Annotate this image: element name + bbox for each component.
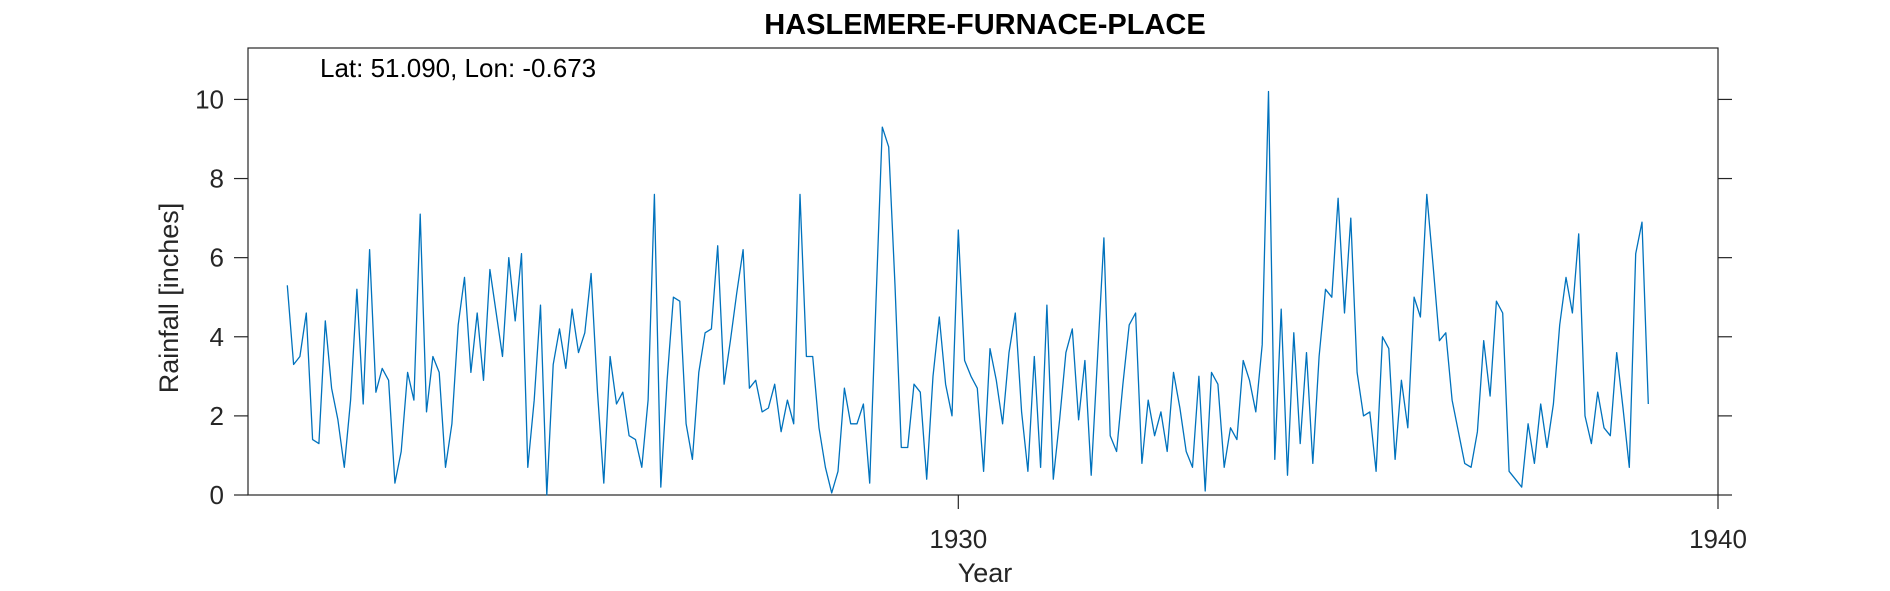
y-tick-label: 8 [210, 164, 224, 194]
y-tick-label: 0 [210, 480, 224, 510]
y-axis-label: Rainfall [inches] [154, 203, 184, 394]
location-annotation: Lat: 51.090, Lon: -0.673 [320, 53, 596, 83]
x-tick-label: 1930 [929, 524, 987, 554]
data-series [286, 90, 1649, 496]
y-tick-label: 4 [210, 322, 224, 352]
x-tick-label: 1940 [1689, 524, 1747, 554]
y-axis-ticks: 0 2 4 6 8 10 [195, 84, 1732, 510]
y-tick-label: 10 [195, 84, 224, 114]
y-tick-label: 6 [210, 243, 224, 273]
rainfall-series-line [286, 90, 1649, 496]
axes-box [247, 47, 1719, 496]
x-axis-ticks: 1930 1940 [929, 495, 1747, 554]
chart-title: HASLEMERE-FURNACE-PLACE [764, 9, 1205, 41]
plot-frame [247, 47, 1719, 496]
x-axis-label: Year [958, 558, 1013, 588]
y-tick-label: 2 [210, 401, 224, 431]
